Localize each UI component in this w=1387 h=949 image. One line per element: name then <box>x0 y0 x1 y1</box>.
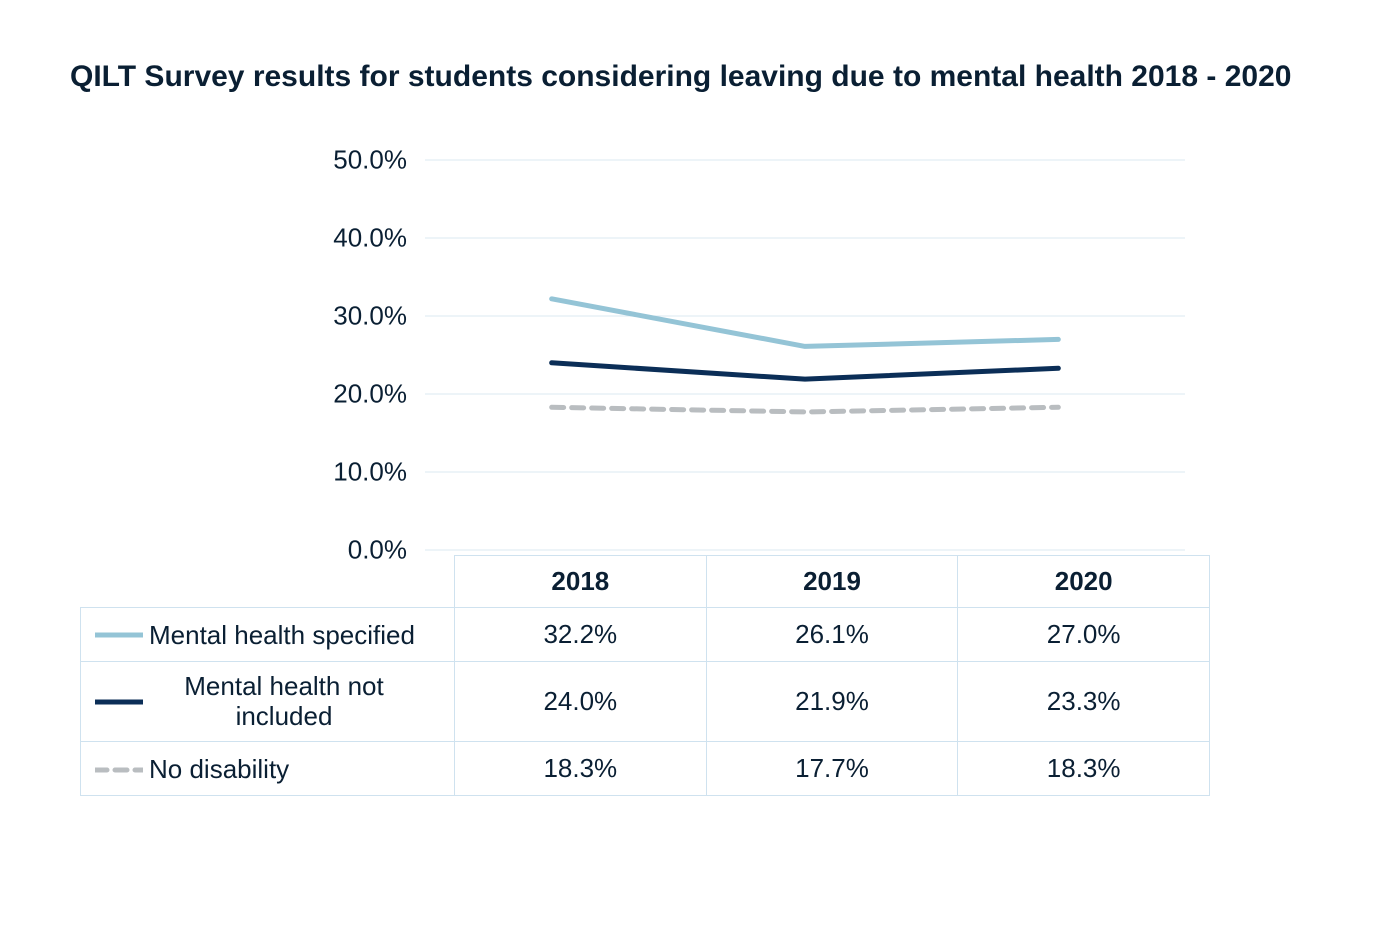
cell: 24.0% <box>455 661 707 742</box>
legend-label: Mental health specified <box>149 620 415 651</box>
legend-label: No disability <box>149 754 289 785</box>
series-line-mh_specified <box>552 299 1059 347</box>
chart-svg <box>425 160 1185 550</box>
chart-title: QILT Survey results for students conside… <box>70 60 1291 94</box>
legend-cell-no-disability: No disability <box>81 742 455 796</box>
cell: 26.1% <box>706 608 958 662</box>
cell: 21.9% <box>706 661 958 742</box>
cell: 17.7% <box>706 742 958 796</box>
y-tick-label: 30.0% <box>333 301 425 332</box>
legend-swatch-icon <box>95 763 143 777</box>
y-tick-label: 10.0% <box>333 457 425 488</box>
legend-cell-mh-not-included: Mental health not included <box>81 661 455 742</box>
y-tick-label: 40.0% <box>333 223 425 254</box>
chart-container: QILT Survey results for students conside… <box>0 0 1387 949</box>
cell: 32.2% <box>455 608 707 662</box>
data-table: 2018 2019 2020 Mental health specified 3… <box>80 555 1210 796</box>
legend-cell-mh-specified: Mental health specified <box>81 608 455 662</box>
table-row: Mental health not included 24.0% 21.9% 2… <box>81 661 1210 742</box>
table-row: No disability 18.3% 17.7% 18.3% <box>81 742 1210 796</box>
col-header-2: 2020 <box>958 556 1210 608</box>
legend-swatch-icon <box>95 628 143 642</box>
legend-swatch-icon <box>95 695 143 709</box>
table-row: Mental health specified 32.2% 26.1% 27.0… <box>81 608 1210 662</box>
table-row-header: 2018 2019 2020 <box>81 556 1210 608</box>
col-header-0: 2018 <box>455 556 707 608</box>
cell: 23.3% <box>958 661 1210 742</box>
chart-plot-area: 0.0%10.0%20.0%30.0%40.0%50.0% <box>425 160 1185 550</box>
series-line-mh_not_included <box>552 363 1059 379</box>
legend-label: Mental health not included <box>149 672 419 732</box>
series-line-no_disability <box>552 407 1059 412</box>
cell: 27.0% <box>958 608 1210 662</box>
cell: 18.3% <box>455 742 707 796</box>
legend-blank <box>81 556 455 608</box>
y-tick-label: 50.0% <box>333 145 425 176</box>
cell: 18.3% <box>958 742 1210 796</box>
col-header-1: 2019 <box>706 556 958 608</box>
y-tick-label: 20.0% <box>333 379 425 410</box>
